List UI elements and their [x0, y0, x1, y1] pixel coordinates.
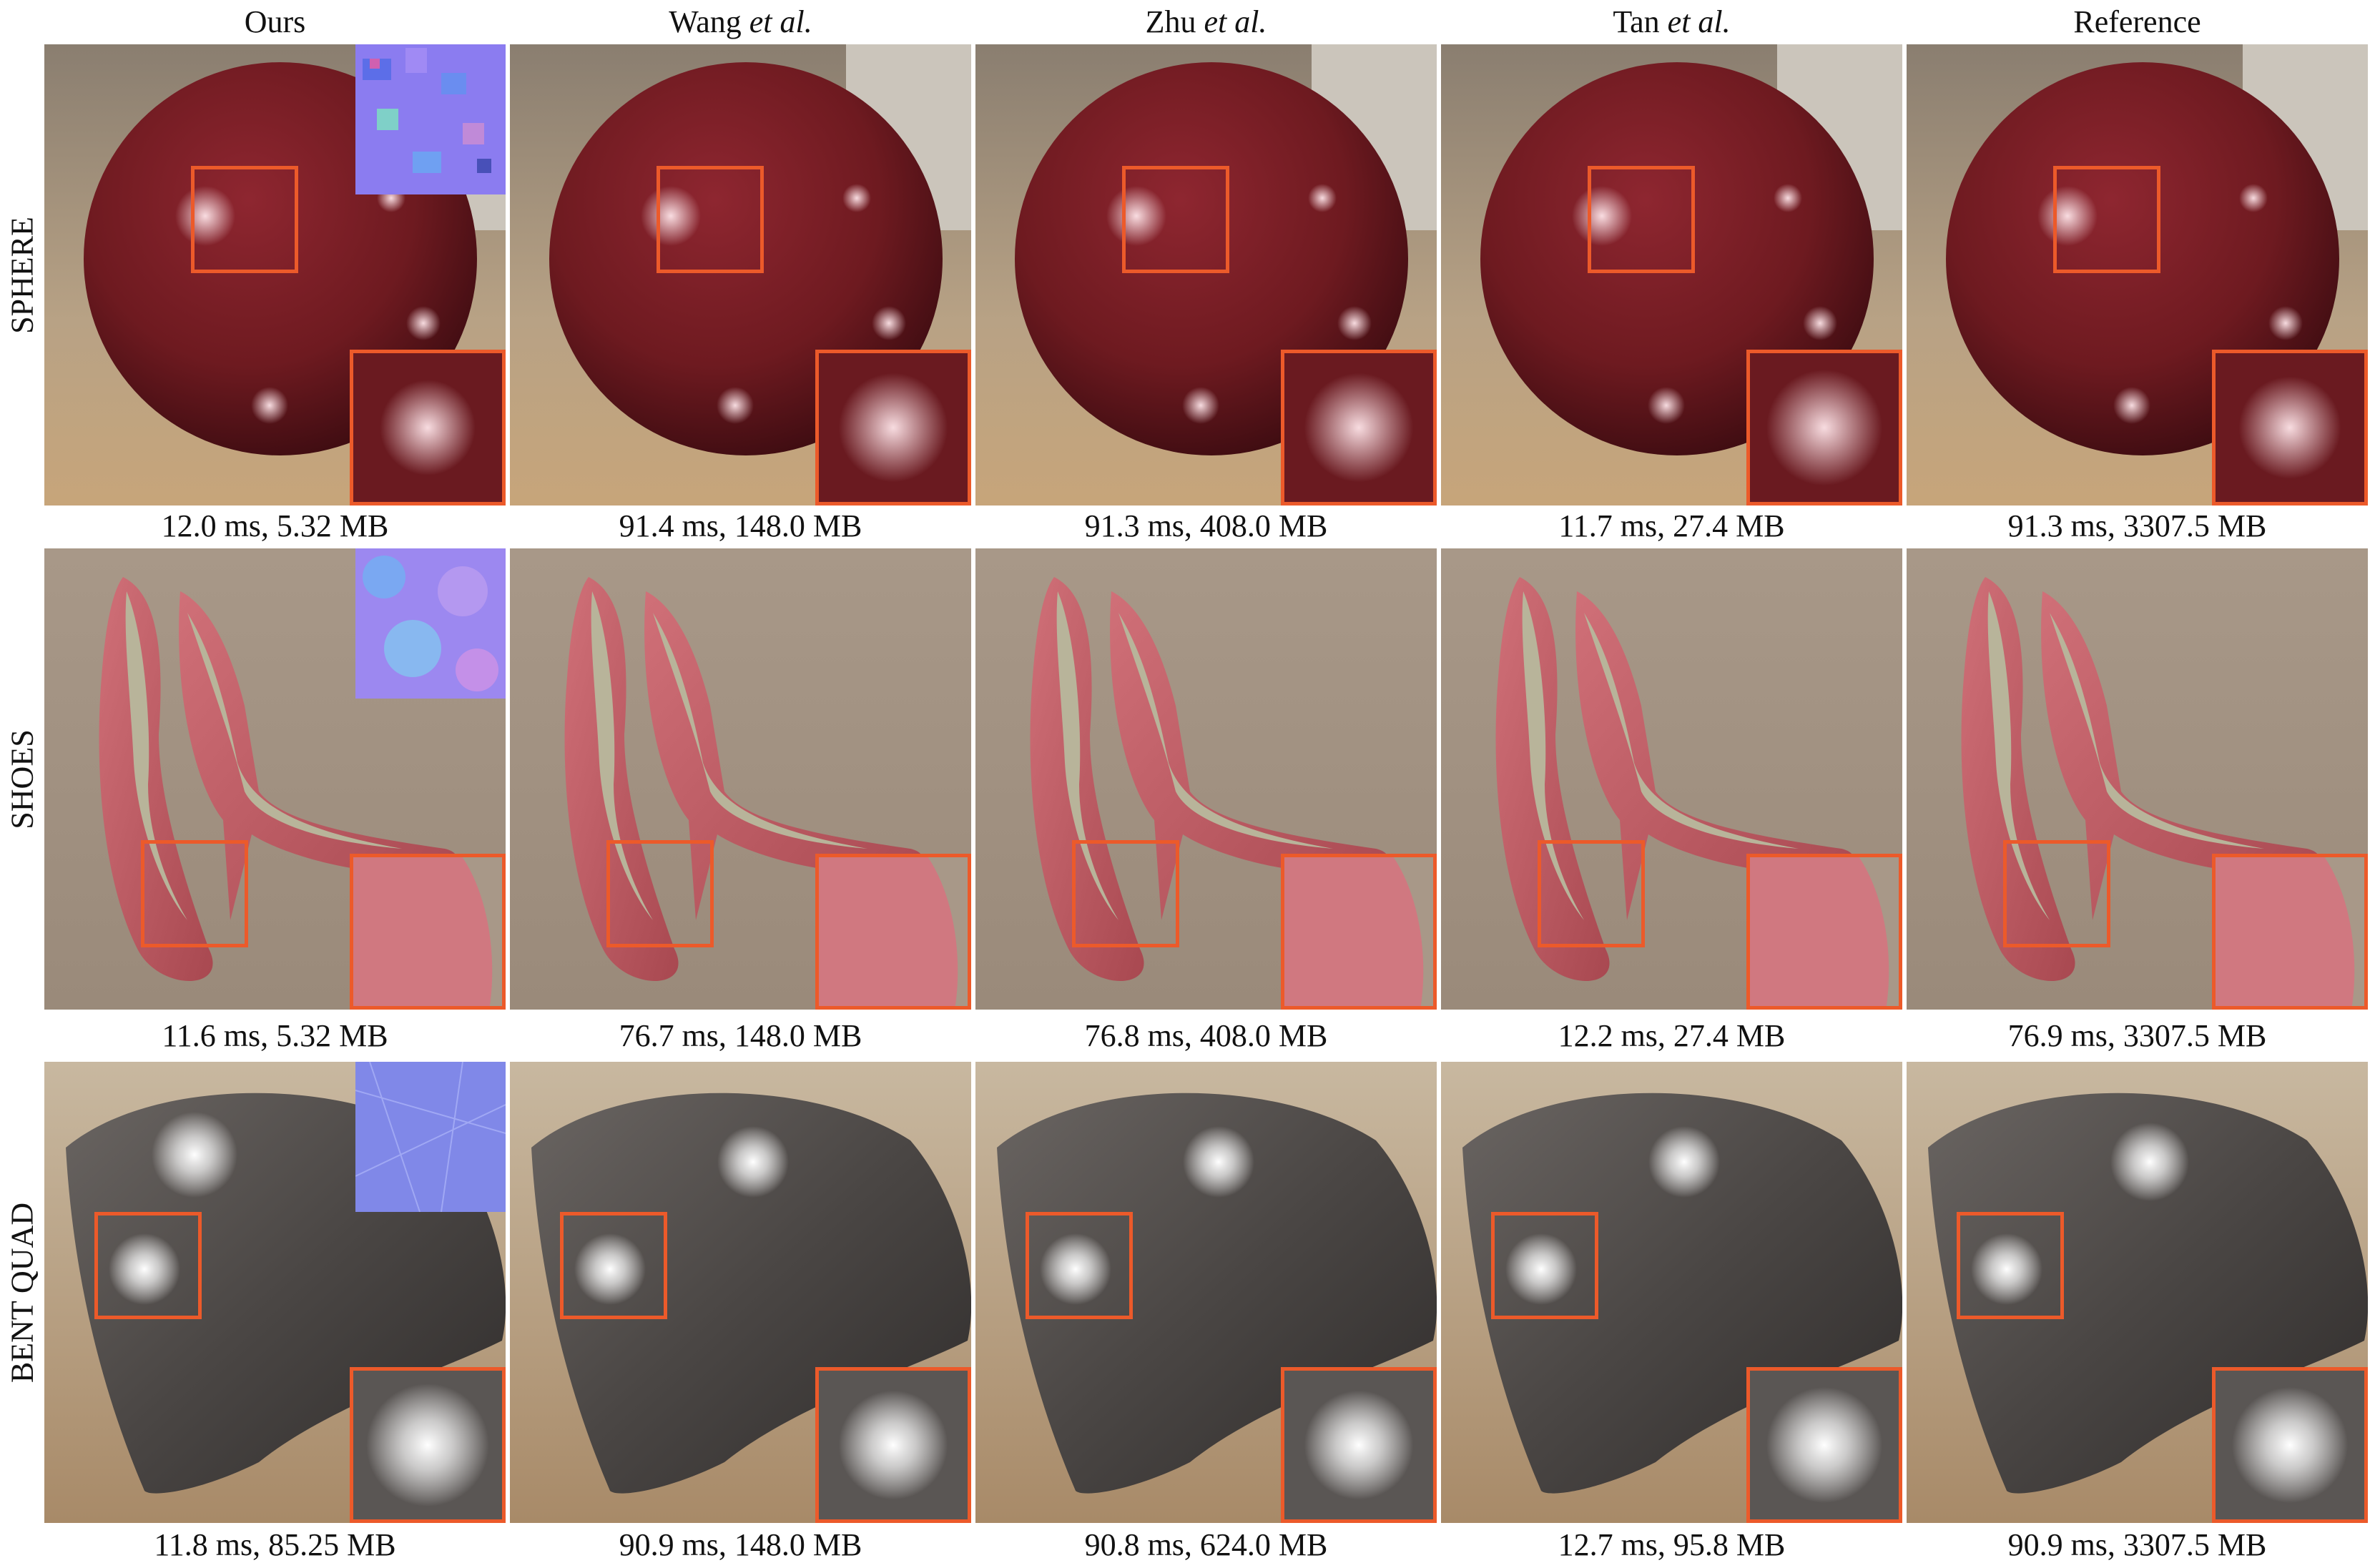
zoom-inset: [1746, 350, 1902, 506]
bent-quad-render-zhu: [975, 1062, 1437, 1523]
zoom-region-box: [191, 166, 298, 273]
row-label-shoes: SHOES: [4, 729, 40, 829]
zoom-region-box: [1122, 166, 1229, 273]
zoom-inset: [1746, 1367, 1902, 1523]
zoom-inset: [1281, 854, 1437, 1010]
zoom-inset: [350, 854, 506, 1010]
zoom-region-box: [1588, 166, 1695, 273]
zoom-inset: [2212, 1367, 2368, 1523]
zoom-region-box: [141, 840, 248, 947]
sphere-render-wang: [510, 44, 971, 506]
caption-shoes-ours: 11.6 ms, 5.32 MB: [162, 1018, 388, 1053]
col-header-label: Reference: [2073, 4, 2201, 39]
row-label-bent-quad: BENT QUAD: [4, 1202, 40, 1383]
normal-map-inset: [355, 1062, 506, 1212]
sphere-render-reference: [1907, 44, 2368, 506]
normal-map-inset: [355, 44, 506, 194]
caption-bent-quad-tan: 12.7 ms, 95.8 MB: [1558, 1527, 1786, 1562]
row-label-sphere: SPHERE: [4, 216, 40, 334]
caption-sphere-reference: 91.3 ms, 3307.5 MB: [2007, 508, 2267, 543]
col-header-zhu: Zhu et al.: [975, 0, 1437, 44]
col-header-wang: Wang et al.: [510, 0, 971, 44]
col-header-reference: Reference: [1907, 0, 2368, 44]
caption-sphere-zhu: 91.3 ms, 408.0 MB: [1084, 508, 1328, 543]
sphere-render-ours: [44, 44, 506, 506]
caption-bent-quad-zhu: 90.8 ms, 624.0 MB: [1084, 1527, 1328, 1562]
zoom-inset: [2212, 350, 2368, 506]
shoes-render-ours: [44, 548, 506, 1010]
caption-bent-quad-reference: 90.9 ms, 3307.5 MB: [2007, 1527, 2267, 1562]
zoom-region-box: [657, 166, 764, 273]
zoom-inset: [1281, 1367, 1437, 1523]
zoom-inset: [2212, 854, 2368, 1010]
zoom-inset: [815, 350, 971, 506]
caption-shoes-reference: 76.9 ms, 3307.5 MB: [2007, 1018, 2267, 1053]
zoom-region-box: [1957, 1212, 2064, 1319]
caption-bent-quad-wang: 90.9 ms, 148.0 MB: [619, 1527, 862, 1562]
col-header-tan: Tan et al.: [1441, 0, 1902, 44]
zoom-region-box: [1072, 840, 1179, 947]
shoes-render-reference: [1907, 548, 2368, 1010]
zoom-inset: [350, 350, 506, 506]
caption-shoes-zhu: 76.8 ms, 408.0 MB: [1084, 1018, 1328, 1053]
zoom-inset: [350, 1367, 506, 1523]
bent-quad-render-tan: [1441, 1062, 1902, 1523]
col-header-label: Wang: [669, 4, 749, 39]
sphere-render-tan: [1441, 44, 1902, 506]
col-header-label: Tan: [1613, 4, 1668, 39]
bent-quad-render-ours: [44, 1062, 506, 1523]
col-header-ours: Ours: [44, 0, 506, 44]
zoom-region-box: [94, 1212, 202, 1319]
zoom-region-box: [606, 840, 714, 947]
zoom-inset: [815, 1367, 971, 1523]
col-header-etal: et al.: [1667, 4, 1731, 39]
zoom-region-box: [1026, 1212, 1133, 1319]
zoom-inset: [815, 854, 971, 1010]
shoes-render-tan: [1441, 548, 1902, 1010]
bent-quad-render-reference: [1907, 1062, 2368, 1523]
zoom-inset: [1746, 854, 1902, 1010]
caption-sphere-ours: 12.0 ms, 5.32 MB: [161, 508, 389, 543]
col-header-etal: et al.: [749, 4, 812, 39]
bent-quad-render-wang: [510, 1062, 971, 1523]
col-header-label: Ours: [244, 4, 306, 39]
col-header-label: Zhu: [1145, 4, 1204, 39]
caption-shoes-wang: 76.7 ms, 148.0 MB: [619, 1018, 862, 1053]
zoom-region-box: [560, 1212, 667, 1319]
zoom-inset: [1281, 350, 1437, 506]
caption-bent-quad-ours: 11.8 ms, 85.25 MB: [154, 1527, 396, 1562]
shoes-render-zhu: [975, 548, 1437, 1010]
caption-sphere-tan: 11.7 ms, 27.4 MB: [1558, 508, 1785, 543]
zoom-region-box: [1538, 840, 1645, 947]
caption-shoes-tan: 12.2 ms, 27.4 MB: [1558, 1018, 1786, 1053]
sphere-render-zhu: [975, 44, 1437, 506]
zoom-region-box: [1491, 1212, 1598, 1319]
col-header-etal: et al.: [1204, 4, 1267, 39]
shoes-render-wang: [510, 548, 971, 1010]
normal-map-inset: [355, 548, 506, 699]
zoom-region-box: [2053, 166, 2160, 273]
zoom-region-box: [2003, 840, 2110, 947]
caption-sphere-wang: 91.4 ms, 148.0 MB: [619, 508, 862, 543]
